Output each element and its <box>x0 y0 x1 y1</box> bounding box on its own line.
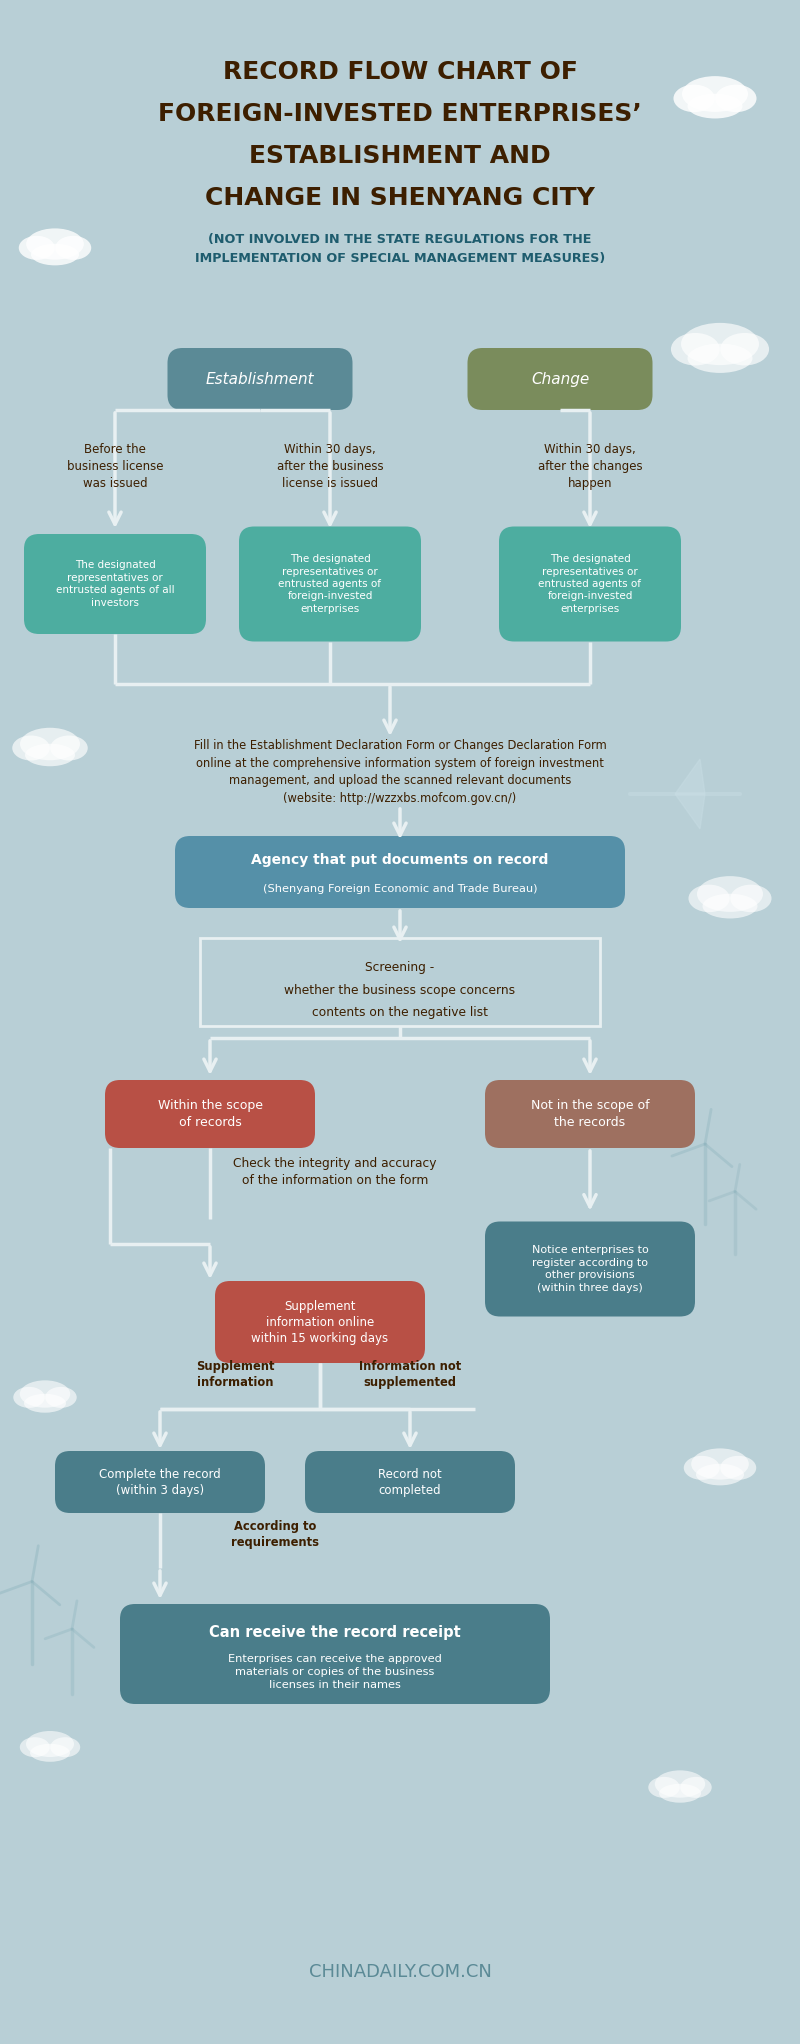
Ellipse shape <box>648 1776 680 1799</box>
Text: The designated
representatives or
entrusted agents of all
investors: The designated representatives or entrus… <box>56 560 174 609</box>
Ellipse shape <box>55 235 91 260</box>
Ellipse shape <box>687 94 742 119</box>
Ellipse shape <box>691 1449 749 1480</box>
Text: Can receive the record receipt: Can receive the record receipt <box>209 1625 461 1639</box>
Ellipse shape <box>671 333 720 366</box>
FancyBboxPatch shape <box>215 1282 425 1363</box>
FancyBboxPatch shape <box>175 836 625 908</box>
Text: According to
requirements: According to requirements <box>231 1519 319 1549</box>
Text: The designated
representatives or
entrusted agents of
foreign-invested
enterpris: The designated representatives or entrus… <box>278 554 382 613</box>
Text: FOREIGN-INVESTED ENTERPRISES’: FOREIGN-INVESTED ENTERPRISES’ <box>158 102 642 127</box>
Ellipse shape <box>26 229 84 260</box>
FancyBboxPatch shape <box>305 1451 515 1513</box>
FancyBboxPatch shape <box>485 1222 695 1316</box>
Text: The designated
representatives or
entrusted agents of
foreign-invested
enterpris: The designated representatives or entrus… <box>538 554 642 613</box>
Text: contents on the negative list: contents on the negative list <box>312 1006 488 1018</box>
Ellipse shape <box>680 1776 712 1799</box>
Text: Before the
business license
was issued: Before the business license was issued <box>66 442 163 489</box>
Ellipse shape <box>720 1455 756 1480</box>
Ellipse shape <box>14 1388 45 1408</box>
Text: (NOT INVOLVED IN THE STATE REGULATIONS FOR THE
IMPLEMENTATION OF SPECIAL MANAGEM: (NOT INVOLVED IN THE STATE REGULATIONS F… <box>195 233 605 266</box>
Text: Not in the scope of
the records: Not in the scope of the records <box>530 1100 650 1128</box>
Ellipse shape <box>50 1737 80 1758</box>
Ellipse shape <box>26 1731 74 1758</box>
Bar <box>200 938 600 1026</box>
Ellipse shape <box>696 1464 744 1486</box>
Ellipse shape <box>697 877 763 912</box>
Text: RECORD FLOW CHART OF: RECORD FLOW CHART OF <box>222 59 578 84</box>
FancyBboxPatch shape <box>167 347 353 411</box>
Ellipse shape <box>720 333 769 366</box>
Ellipse shape <box>25 744 75 766</box>
Ellipse shape <box>702 893 758 918</box>
Ellipse shape <box>654 1770 706 1797</box>
Ellipse shape <box>20 1737 50 1758</box>
Text: Within 30 days,
after the business
license is issued: Within 30 days, after the business licen… <box>277 442 383 489</box>
Ellipse shape <box>30 1744 70 1762</box>
Text: whether the business scope concerns: whether the business scope concerns <box>285 983 515 997</box>
Ellipse shape <box>20 728 80 760</box>
Ellipse shape <box>682 76 748 112</box>
Ellipse shape <box>24 1394 66 1412</box>
Ellipse shape <box>20 1380 70 1408</box>
Text: Supplement
information online
within 15 working days: Supplement information online within 15 … <box>251 1300 389 1345</box>
Text: Agency that put documents on record: Agency that put documents on record <box>251 852 549 867</box>
Ellipse shape <box>12 736 50 760</box>
Text: Enterprises can receive the approved
materials or copies of the business
license: Enterprises can receive the approved mat… <box>228 1654 442 1690</box>
FancyBboxPatch shape <box>200 938 600 1026</box>
Text: Fill in the Establishment Declaration Form or Changes Declaration Form
online at: Fill in the Establishment Declaration Fo… <box>194 740 606 805</box>
Text: Information not
supplemented: Information not supplemented <box>359 1359 461 1388</box>
Ellipse shape <box>684 1455 720 1480</box>
Ellipse shape <box>715 84 757 112</box>
Text: Record not
completed: Record not completed <box>378 1468 442 1496</box>
FancyBboxPatch shape <box>239 527 421 642</box>
Text: Notice enterprises to
register according to
other provisions
(within three days): Notice enterprises to register according… <box>532 1245 648 1292</box>
Ellipse shape <box>687 343 753 372</box>
Text: Check the integrity and accuracy
of the information on the form: Check the integrity and accuracy of the … <box>234 1157 437 1188</box>
Ellipse shape <box>659 1784 701 1803</box>
Ellipse shape <box>50 736 88 760</box>
Text: Supplement
information: Supplement information <box>196 1359 274 1388</box>
Ellipse shape <box>730 885 771 912</box>
Text: Complete the record
(within 3 days): Complete the record (within 3 days) <box>99 1468 221 1496</box>
Text: Screening -: Screening - <box>366 961 434 973</box>
Ellipse shape <box>31 243 79 266</box>
Ellipse shape <box>689 885 730 912</box>
FancyBboxPatch shape <box>55 1451 265 1513</box>
FancyBboxPatch shape <box>485 1079 695 1149</box>
FancyBboxPatch shape <box>105 1079 315 1149</box>
Text: Establishment: Establishment <box>206 372 314 386</box>
Text: Within the scope
of records: Within the scope of records <box>158 1100 262 1128</box>
Ellipse shape <box>681 323 759 366</box>
Ellipse shape <box>674 84 714 112</box>
Text: ESTABLISHMENT AND: ESTABLISHMENT AND <box>249 143 551 168</box>
Text: Change: Change <box>531 372 589 386</box>
Text: (Shenyang Foreign Economic and Trade Bureau): (Shenyang Foreign Economic and Trade Bur… <box>262 883 538 893</box>
FancyBboxPatch shape <box>467 347 653 411</box>
Polygon shape <box>675 758 705 793</box>
Text: CHANGE IN SHENYANG CITY: CHANGE IN SHENYANG CITY <box>205 186 595 211</box>
FancyBboxPatch shape <box>499 527 681 642</box>
Ellipse shape <box>46 1388 77 1408</box>
Polygon shape <box>675 793 705 830</box>
Ellipse shape <box>18 235 54 260</box>
FancyBboxPatch shape <box>24 533 206 634</box>
FancyBboxPatch shape <box>120 1605 550 1705</box>
Text: CHINADAILY.COM.CN: CHINADAILY.COM.CN <box>309 1962 491 1981</box>
Text: Within 30 days,
after the changes
happen: Within 30 days, after the changes happen <box>538 442 642 489</box>
